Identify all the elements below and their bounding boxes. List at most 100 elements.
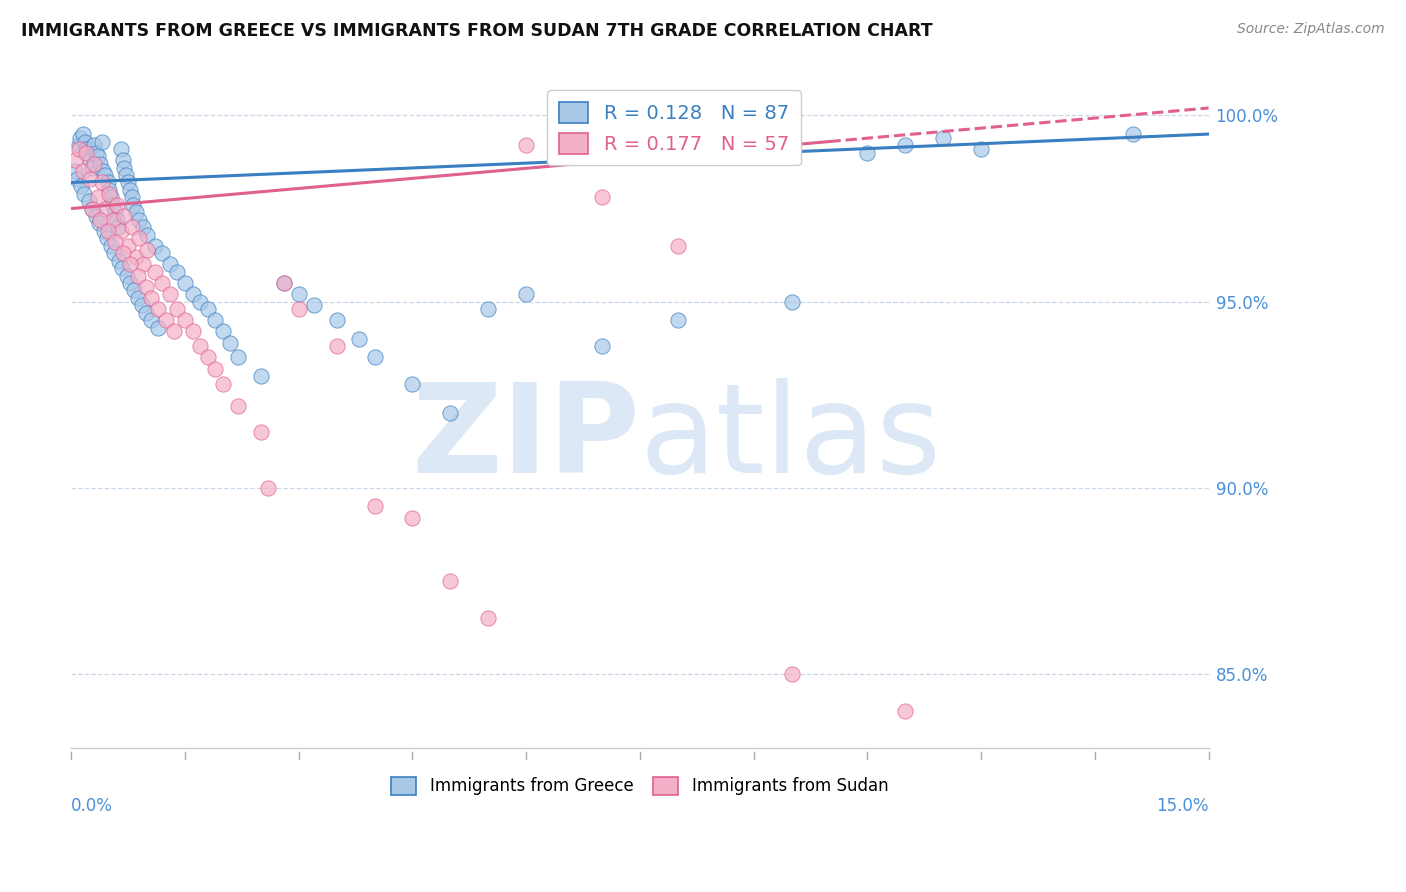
Point — [204, 361, 226, 376]
Point — [128, 231, 150, 245]
Point — [83, 138, 105, 153]
Point — [226, 399, 249, 413]
Point — [139, 313, 162, 327]
Point — [69, 130, 91, 145]
Point — [401, 376, 423, 391]
Point — [73, 186, 96, 201]
Point — [121, 190, 143, 204]
Point — [135, 279, 157, 293]
Point — [159, 287, 181, 301]
Point — [97, 224, 120, 238]
Point — [150, 276, 173, 290]
Point — [66, 171, 89, 186]
Point — [108, 253, 131, 268]
Point — [273, 276, 295, 290]
Point — [363, 351, 385, 365]
Point — [302, 298, 325, 312]
Point — [82, 202, 104, 216]
Point — [70, 179, 93, 194]
Point — [162, 325, 184, 339]
Point — [477, 611, 499, 625]
Point — [212, 376, 235, 391]
Point — [117, 239, 139, 253]
Point — [79, 153, 101, 168]
Point — [94, 202, 117, 216]
Point — [72, 164, 94, 178]
Point — [75, 142, 97, 156]
Point — [131, 298, 153, 312]
Point — [87, 190, 110, 204]
Point — [439, 406, 461, 420]
Point — [79, 171, 101, 186]
Point — [120, 257, 142, 271]
Point — [118, 276, 141, 290]
Point — [166, 265, 188, 279]
Text: ZIP: ZIP — [411, 378, 640, 499]
Point — [181, 325, 204, 339]
Point — [125, 250, 148, 264]
Point — [101, 212, 124, 227]
Point — [127, 291, 149, 305]
Point — [97, 176, 120, 190]
Point — [75, 145, 97, 160]
Point — [103, 246, 125, 260]
Point — [82, 161, 104, 175]
Text: 15.0%: 15.0% — [1156, 797, 1209, 814]
Point — [273, 276, 295, 290]
Point — [104, 235, 127, 249]
Point — [135, 306, 157, 320]
Point — [894, 138, 917, 153]
Point — [477, 302, 499, 317]
Point — [111, 246, 134, 260]
Point — [287, 302, 309, 317]
Point — [181, 287, 204, 301]
Point — [72, 127, 94, 141]
Point — [89, 216, 111, 230]
Point — [77, 194, 100, 208]
Point — [349, 332, 371, 346]
Point — [136, 243, 159, 257]
Point — [148, 302, 170, 317]
Point — [174, 313, 197, 327]
Point — [63, 153, 86, 168]
Point — [128, 212, 150, 227]
Point — [105, 198, 128, 212]
Point — [100, 239, 122, 253]
Point — [132, 257, 155, 271]
Point — [150, 246, 173, 260]
Point — [98, 183, 121, 197]
Point — [90, 176, 112, 190]
Point — [780, 294, 803, 309]
Point — [894, 704, 917, 718]
Point — [325, 313, 347, 327]
Point — [143, 239, 166, 253]
Point — [67, 138, 90, 153]
Text: Source: ZipAtlas.com: Source: ZipAtlas.com — [1237, 22, 1385, 37]
Point — [143, 265, 166, 279]
Point — [287, 287, 309, 301]
Point — [121, 220, 143, 235]
Point — [63, 164, 86, 178]
Point — [122, 198, 145, 212]
Point — [249, 425, 271, 439]
Point — [67, 142, 90, 156]
Point — [107, 220, 129, 235]
Point — [197, 302, 219, 317]
Point — [112, 209, 135, 223]
Point — [212, 325, 235, 339]
Point — [249, 369, 271, 384]
Point — [1122, 127, 1144, 141]
Point — [110, 224, 132, 238]
Point — [363, 500, 385, 514]
Text: IMMIGRANTS FROM GREECE VS IMMIGRANTS FROM SUDAN 7TH GRADE CORRELATION CHART: IMMIGRANTS FROM GREECE VS IMMIGRANTS FRO… — [21, 22, 932, 40]
Point — [257, 481, 280, 495]
Point — [136, 227, 159, 242]
Point — [188, 339, 211, 353]
Point — [591, 339, 613, 353]
Point — [970, 142, 993, 156]
Point — [105, 212, 128, 227]
Point — [120, 183, 142, 197]
Point — [515, 138, 537, 153]
Point — [90, 135, 112, 149]
Point — [89, 157, 111, 171]
